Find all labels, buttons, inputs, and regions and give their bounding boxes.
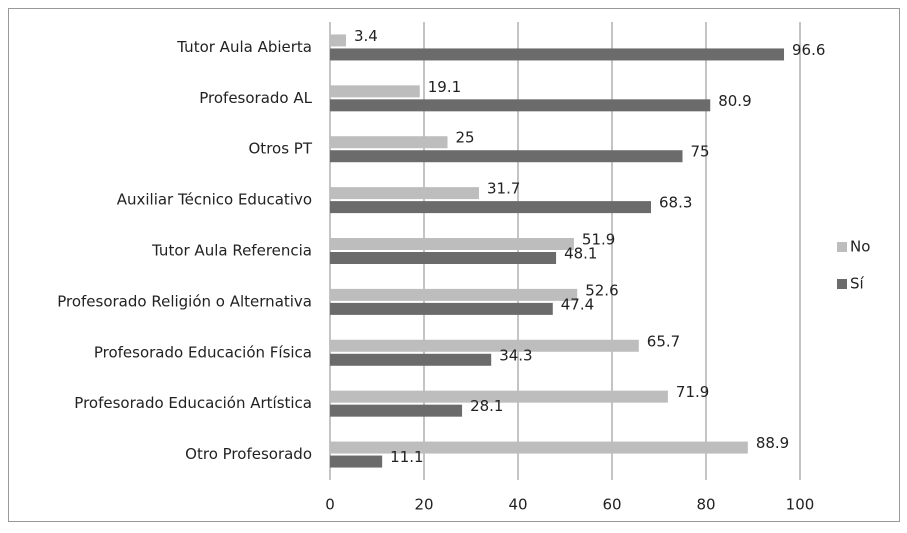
legend-swatch bbox=[837, 242, 847, 252]
bar bbox=[330, 404, 463, 417]
data-label: 25 bbox=[456, 129, 475, 147]
data-label: 75 bbox=[691, 143, 710, 161]
chart-border bbox=[8, 8, 900, 522]
data-label: 68.3 bbox=[659, 194, 692, 212]
y-tick-label: Profesorado AL bbox=[199, 89, 312, 107]
y-tick-label: Profesorado Educación Artística bbox=[74, 394, 312, 412]
bar bbox=[330, 136, 448, 149]
data-label: 52.6 bbox=[585, 281, 618, 299]
data-label: 47.4 bbox=[561, 295, 594, 313]
bar bbox=[330, 252, 557, 264]
x-tick-label: 20 bbox=[414, 496, 433, 514]
data-label: 11.1 bbox=[390, 448, 423, 466]
x-tick-label: 40 bbox=[508, 496, 527, 514]
x-tick-label: 100 bbox=[786, 496, 815, 514]
data-label: 34.3 bbox=[499, 346, 532, 364]
bar bbox=[330, 99, 711, 112]
bar bbox=[330, 238, 574, 250]
bar bbox=[330, 441, 748, 454]
bar bbox=[330, 34, 346, 47]
legend-label: No bbox=[850, 238, 870, 256]
legend-label: Sí bbox=[850, 275, 865, 293]
y-tick-label: Profesorado Religión o Alternativa bbox=[57, 292, 312, 310]
y-tick-label: Tutor Aula Referencia bbox=[151, 242, 312, 260]
bar bbox=[330, 353, 492, 366]
data-label: 19.1 bbox=[428, 78, 461, 96]
y-tick-label: Tutor Aula Abierta bbox=[176, 38, 312, 56]
bar bbox=[330, 48, 785, 61]
bar bbox=[330, 201, 652, 214]
y-tick-label: Otros PT bbox=[249, 140, 313, 158]
y-tick-label: Otro Profesorado bbox=[185, 445, 312, 463]
bar bbox=[330, 302, 553, 315]
data-label: 96.6 bbox=[792, 41, 825, 59]
bar bbox=[330, 339, 639, 352]
data-label: 80.9 bbox=[718, 92, 751, 110]
data-label: 31.7 bbox=[487, 180, 520, 198]
data-label: 48.1 bbox=[564, 245, 597, 263]
bar bbox=[330, 455, 383, 468]
data-label: 71.9 bbox=[676, 383, 709, 401]
data-label: 88.9 bbox=[756, 434, 789, 452]
legend-swatch bbox=[837, 279, 847, 289]
bar bbox=[330, 187, 479, 200]
data-label: 51.9 bbox=[582, 231, 615, 249]
bar bbox=[330, 288, 578, 301]
x-tick-label: 60 bbox=[602, 496, 621, 514]
y-tick-label: Profesorado Educación Física bbox=[94, 343, 312, 361]
data-label: 65.7 bbox=[647, 332, 680, 350]
bar bbox=[330, 390, 668, 403]
x-tick-label: 0 bbox=[325, 496, 335, 514]
x-tick-label: 80 bbox=[696, 496, 715, 514]
bar bbox=[330, 85, 420, 98]
y-tick-label: Auxiliar Técnico Educativo bbox=[117, 191, 312, 209]
data-label: 3.4 bbox=[354, 27, 378, 45]
data-label: 28.1 bbox=[470, 397, 503, 415]
bar bbox=[330, 150, 683, 163]
